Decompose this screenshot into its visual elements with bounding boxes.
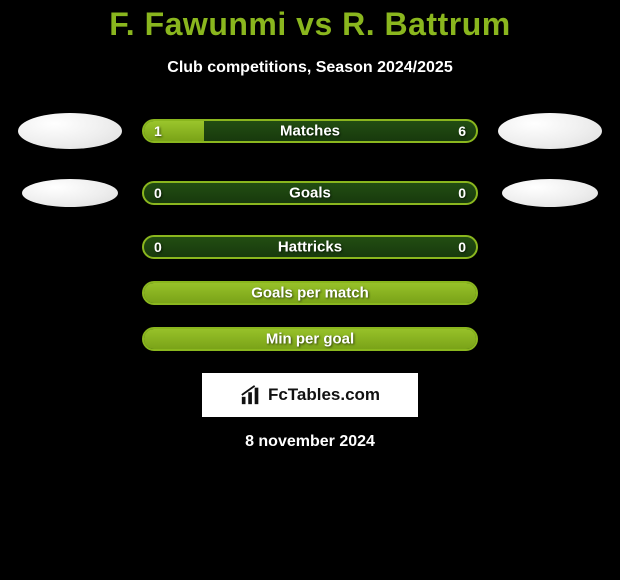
bar-chart-icon [240, 384, 262, 406]
stat-rows: 16Matches00Goals00HattricksGoals per mat… [0, 111, 620, 351]
stat-row: 0 0Hattricks [0, 235, 620, 259]
stat-row: Goals per match [0, 281, 620, 305]
stat-bar: Goals per match [142, 281, 478, 305]
subtitle: Club competitions, Season 2024/2025 [0, 59, 620, 77]
stat-bar: Min per goal [142, 327, 478, 351]
bar-fill-left [144, 121, 204, 141]
brand-badge[interactable]: FcTables.com [202, 373, 418, 417]
bar-fill [144, 283, 476, 303]
stat-bar: 0 0Hattricks [142, 235, 478, 259]
stat-label: Goals [144, 185, 476, 202]
stat-value-right: 6 [458, 123, 466, 139]
stat-row: 16Matches [0, 111, 620, 151]
avatar-placeholder [22, 179, 118, 207]
comparison-card: F. Fawunmi vs R. Battrum Club competitio… [0, 0, 620, 451]
stat-bar: 16Matches [142, 119, 478, 143]
stat-label: Hattricks [144, 239, 476, 256]
generated-date: 8 november 2024 [0, 433, 620, 451]
page-title: F. Fawunmi vs R. Battrum [0, 6, 620, 43]
stat-value-left: 0 [154, 239, 162, 255]
player-avatar-right [498, 111, 610, 151]
stat-value-left: 1 [154, 123, 162, 139]
avatar-placeholder [502, 179, 598, 207]
stat-row: 0 0Goals [0, 173, 620, 213]
stat-bar: 0 0Goals [142, 181, 478, 205]
player-avatar-left [10, 173, 122, 213]
stat-value-right: 0 [458, 185, 466, 201]
player-avatar-right [498, 173, 610, 213]
avatar-placeholder [498, 113, 602, 149]
avatar-placeholder [18, 113, 122, 149]
stat-value-left: 0 [154, 185, 162, 201]
bar-fill [144, 329, 476, 349]
brand-text: FcTables.com [268, 385, 380, 405]
stat-row: Min per goal [0, 327, 620, 351]
stat-value-right: 0 [458, 239, 466, 255]
player-avatar-left [10, 111, 122, 151]
